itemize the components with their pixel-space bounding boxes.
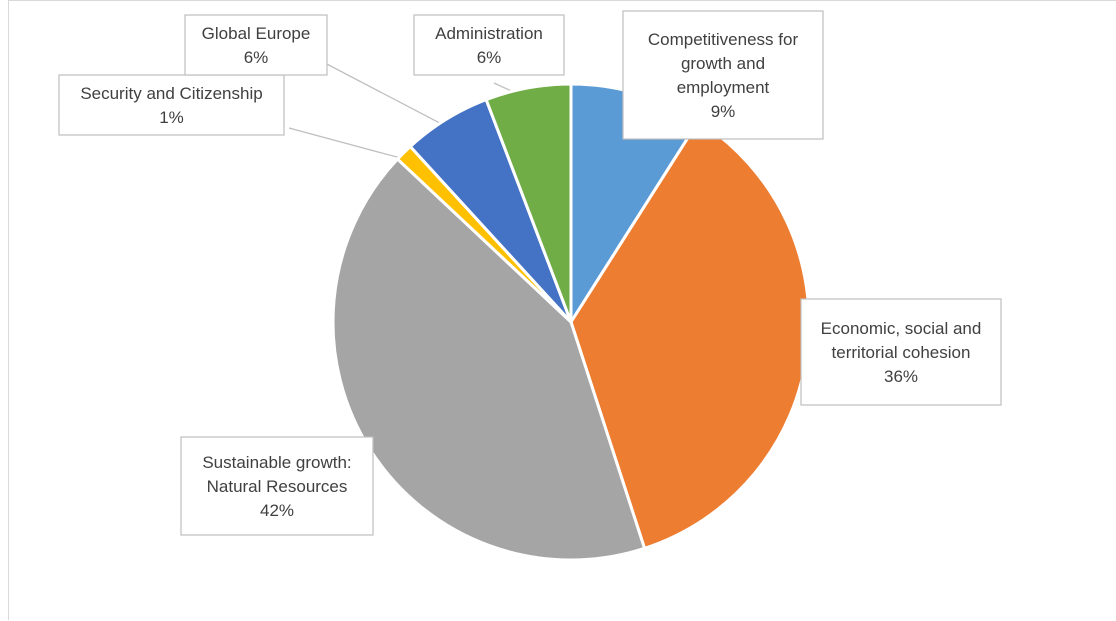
leader-line: [289, 128, 412, 161]
data-label-percent: 1%: [159, 108, 184, 127]
data-label-callout: Economic, social and territorial cohesion…: [801, 299, 1001, 405]
data-label-percent: 36%: [884, 367, 918, 386]
data-label-category: Competitiveness for: [648, 30, 799, 49]
data-label-percent: 6%: [477, 48, 502, 67]
chart-area: Competitiveness for growth and employment 9…: [8, 0, 1116, 620]
data-label-category: Economic, social and: [821, 319, 982, 338]
data-label-category: Security and Citizenship: [80, 84, 262, 103]
data-label-category: Sustainable growth:: [202, 453, 351, 472]
pie-slices: [333, 84, 809, 560]
data-label-percent: 6%: [244, 48, 269, 67]
data-label-percent: 42%: [260, 501, 294, 520]
data-label-callout: Sustainable growth: Natural Resources 42%: [181, 437, 373, 535]
data-label-category: Global Europe: [202, 24, 311, 43]
data-label-category: Administration: [435, 24, 543, 43]
data-label-category: Natural Resources: [207, 477, 348, 496]
data-label-category: territorial cohesion: [832, 343, 971, 362]
pie-chart: Competitiveness for growth and employment 9…: [9, 1, 1116, 621]
data-label-category: employment: [677, 78, 770, 97]
data-label-callout: Security and Citizenship 1%: [59, 75, 284, 135]
data-label-callout: Competitiveness for growth and employment 9…: [623, 11, 823, 139]
data-label-percent: 9%: [711, 102, 736, 121]
data-label-callout: Administration 6%: [414, 15, 564, 75]
data-label-category: growth and: [681, 54, 765, 73]
data-label-callout: Global Europe 6%: [185, 15, 327, 75]
